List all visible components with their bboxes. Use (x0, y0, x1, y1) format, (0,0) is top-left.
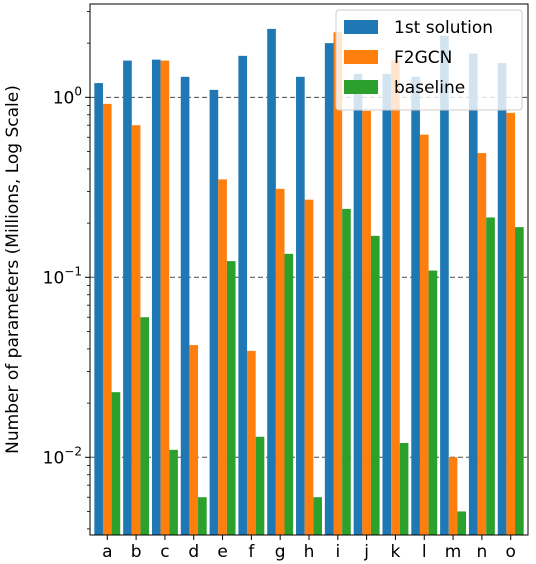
bar-f2gcn-c (160, 60, 170, 535)
bar-baseline-l (428, 270, 438, 535)
bar-baseline-o (515, 227, 524, 535)
y-tick-label: 10−2 (43, 444, 82, 468)
x-tick-label: e (217, 542, 227, 562)
x-tick-label: d (188, 542, 199, 562)
x-tick-label: b (131, 542, 142, 562)
bar-f2gcn-l (419, 134, 429, 535)
bar-baseline-b (140, 317, 150, 535)
bar-1st-solution-b (123, 60, 132, 535)
bar-baseline-i (342, 208, 351, 535)
bar-1st-solution-f (238, 55, 248, 535)
bar-1st-solution-n (468, 53, 478, 535)
y-tick-label: 100 (53, 84, 82, 108)
bar-1st-solution-e (209, 89, 219, 535)
x-tick-label: h (304, 542, 315, 562)
bar-f2gcn-b (131, 125, 141, 536)
bar-f2gcn-o (506, 112, 516, 535)
bar-baseline-d (198, 497, 207, 535)
bar-1st-solution-h (296, 76, 305, 535)
x-tick-label: j (363, 542, 369, 562)
y-tick-label: 10−1 (43, 264, 82, 288)
bar-1st-solution-g (267, 28, 276, 536)
legend-swatch (344, 20, 378, 34)
bar-f2gcn-h (304, 199, 314, 535)
x-tick-label: n (477, 542, 488, 562)
bar-baseline-k (399, 443, 409, 535)
bar-baseline-h (313, 497, 322, 535)
bar-baseline-e (226, 261, 236, 535)
y-axis-label: Number of parameters (Millions, Log Scal… (3, 85, 23, 454)
bars (94, 28, 524, 536)
bar-baseline-m (457, 511, 467, 535)
bar-baseline-a (111, 392, 121, 535)
bar-f2gcn-e (218, 179, 227, 535)
bar-baseline-c (169, 449, 178, 535)
legend-box (335, 9, 523, 111)
bar-f2gcn-k (391, 60, 400, 535)
y-axis: 10−2 10−1 100 (43, 11, 90, 530)
bar-baseline-n (486, 217, 495, 535)
bar-1st-solution-a (94, 83, 103, 535)
legend-label: 1st solution (394, 18, 493, 38)
bar-f2gcn-a (102, 103, 112, 535)
bar-1st-solution-o (497, 63, 507, 535)
bar-1st-solution-c (151, 59, 161, 535)
bar-f2gcn-i (333, 32, 343, 536)
bar-baseline-j (370, 235, 380, 536)
bar-f2gcn-d (189, 345, 199, 535)
x-tick-label: l (422, 542, 427, 562)
bar-1st-solution-l (411, 76, 420, 535)
x-tick-label: o (506, 542, 516, 562)
bar-1st-solution-m (440, 35, 449, 535)
legend-swatch (344, 80, 378, 94)
x-tick-label: c (160, 542, 169, 562)
bar-1st-solution-d (180, 76, 190, 535)
bar-f2gcn-f (247, 350, 256, 535)
bar-1st-solution-k (382, 73, 392, 535)
bar-f2gcn-n (477, 153, 487, 536)
x-tick-label: k (391, 542, 401, 562)
bar-f2gcn-j (362, 110, 371, 535)
x-tick-label: f (248, 542, 255, 562)
bar-f2gcn-m (448, 457, 458, 535)
x-tick-label: a (102, 542, 112, 562)
x-tick-label: g (275, 542, 286, 562)
legend: 1st solution F2GCN baseline (335, 9, 523, 111)
legend-swatch (344, 50, 378, 64)
x-tick-label: i (335, 542, 340, 562)
legend-label: F2GCN (394, 48, 452, 68)
bar-f2gcn-g (275, 188, 285, 535)
x-tick-label: m (445, 542, 462, 562)
bar-1st-solution-j (353, 73, 363, 535)
bar-1st-solution-i (324, 43, 334, 535)
legend-label: baseline (394, 78, 465, 98)
bar-baseline-g (284, 253, 294, 535)
bar-baseline-f (255, 436, 265, 535)
